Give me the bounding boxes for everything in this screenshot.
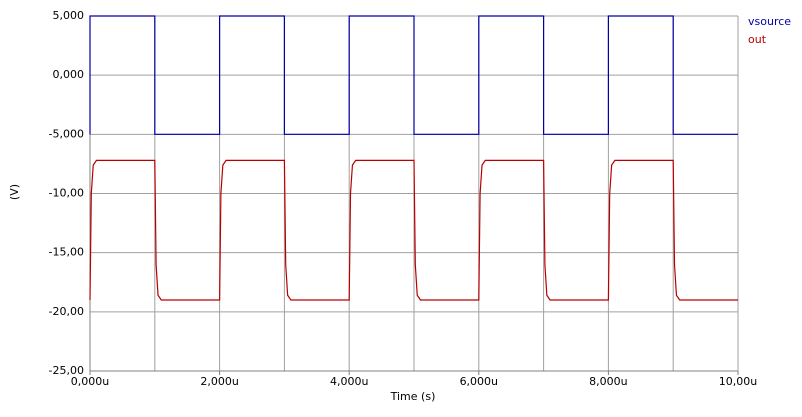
y-tick-label: 5,000: [53, 9, 85, 22]
x-tick-label: 4,000u: [330, 375, 368, 388]
y-axis-label: (V): [8, 184, 21, 200]
y-tick-label: 0,000: [53, 68, 85, 81]
y-tick-label: -20,00: [49, 305, 84, 318]
legend-label: out: [748, 33, 767, 46]
series-line: [89, 159, 738, 301]
series-line: [89, 15, 738, 135]
y-tick-label: -15,00: [49, 246, 84, 259]
x-tick-label: 6,000u: [460, 375, 498, 388]
x-tick-label: 2,000u: [200, 375, 238, 388]
x-tick-label: 8,000u: [589, 375, 627, 388]
x-tick-label: 10,00u: [719, 375, 757, 388]
legend-label: vsource: [748, 15, 791, 28]
y-tick-label: -5,000: [49, 127, 84, 140]
x-axis-label: Time (s): [390, 390, 436, 403]
x-tick-label: 0,000u: [71, 375, 109, 388]
y-tick-label: -25,00: [49, 364, 84, 377]
y-tick-label: -10,00: [49, 187, 84, 200]
